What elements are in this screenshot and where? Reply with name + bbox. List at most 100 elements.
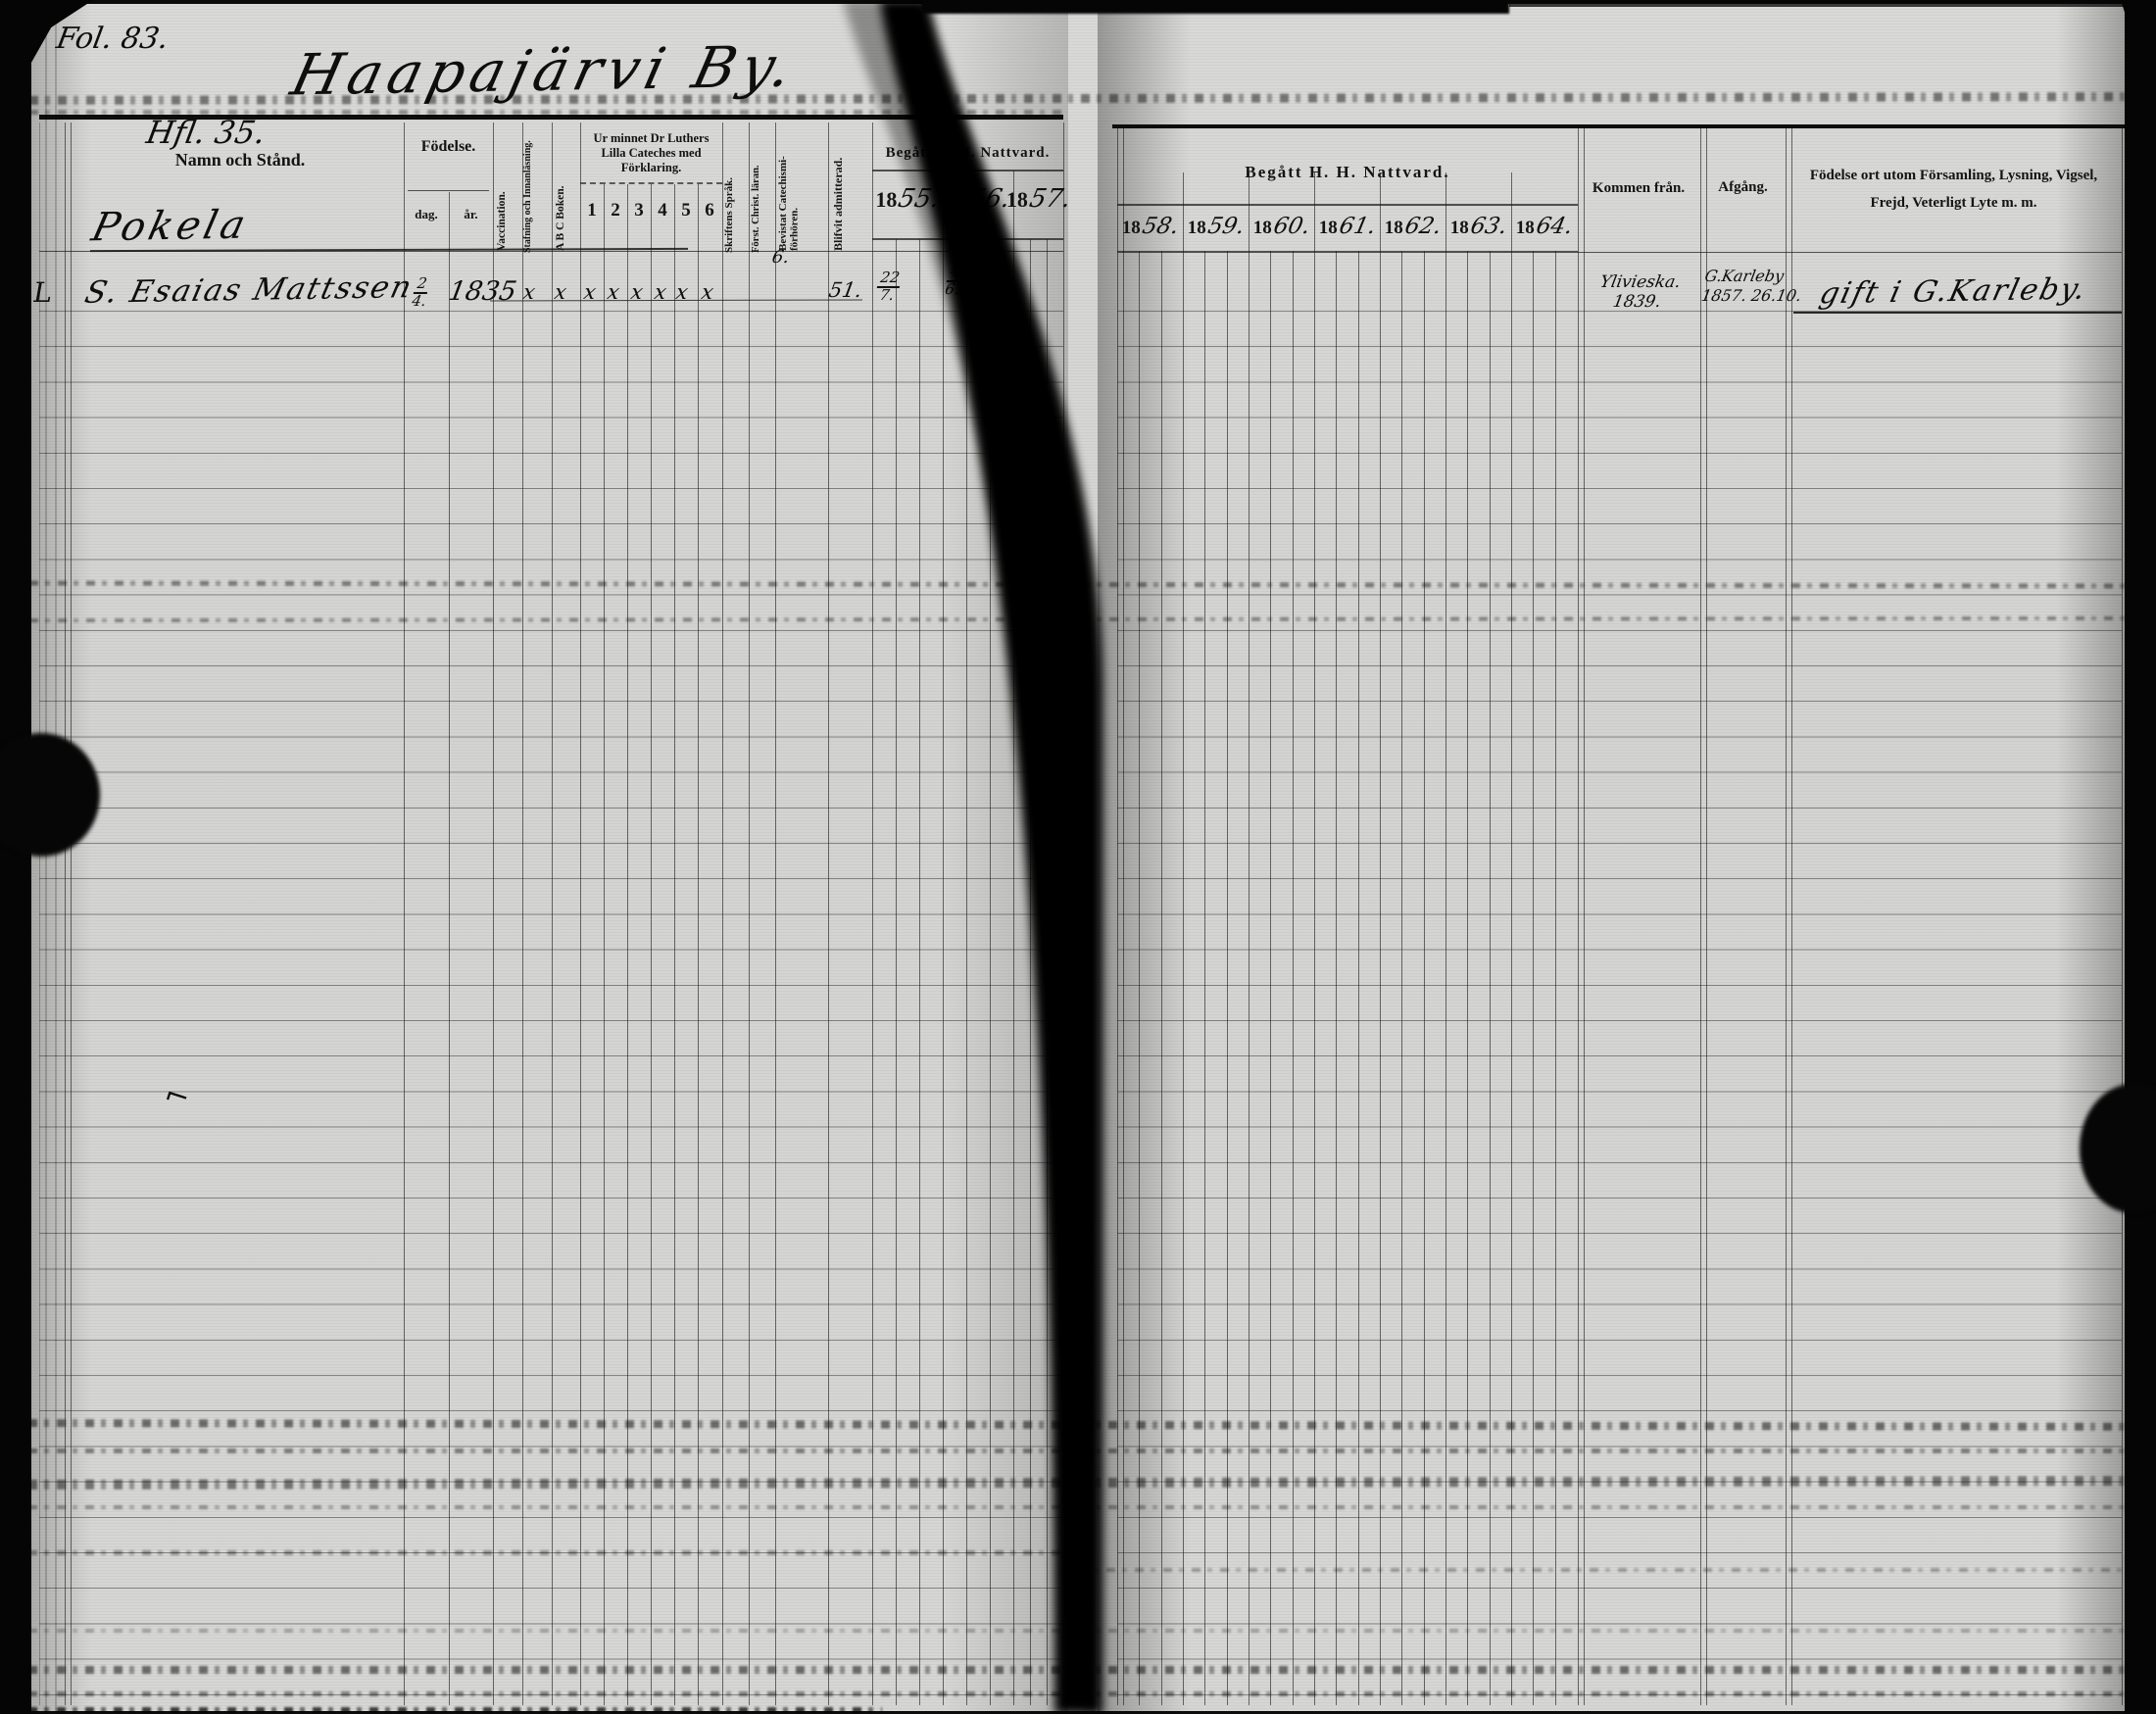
came-from-value: Ylivieska. 1839. <box>1598 272 1683 313</box>
left-page-edge <box>0 0 31 1714</box>
grid-vline <box>627 184 628 1705</box>
grid-vline <box>1161 251 1162 1705</box>
smudge-band <box>0 1629 2156 1633</box>
grid-vline <box>1336 251 1337 1705</box>
grid-vline <box>71 122 72 1705</box>
years-bottom-right <box>1117 251 1578 253</box>
grid-vline <box>1706 127 1707 1705</box>
header-birth-day: dag. <box>415 207 438 221</box>
grid-vline <box>1700 127 1701 1705</box>
grid-vline <box>1139 251 1140 1705</box>
fold-line <box>55 0 57 1714</box>
communion-year-header: 18 58. <box>1121 214 1182 239</box>
header-catechism-meeting: Bevistat Catechismi-förhören. <box>777 156 801 251</box>
top-strip-thin <box>1509 0 2156 7</box>
communion-year-header: 18 57. <box>1005 184 1074 214</box>
catechism-grade: 6 <box>705 200 714 220</box>
header-communion-left: Begått H. H. Nattvard. <box>885 144 1051 161</box>
communion-underline-right <box>1117 204 1578 206</box>
grid-vline <box>1270 251 1271 1705</box>
header-vaccination: Vaccination. <box>496 191 508 251</box>
header-catechism: Ur minnet Dr Luthers Lilla Cateches med … <box>593 130 710 174</box>
grid-vline <box>493 122 494 1705</box>
admitted-value: 51. <box>826 278 864 302</box>
grid-vline <box>1063 122 1064 1705</box>
doctrine-mark: 6. <box>770 247 792 268</box>
header-scripture-language: Skriftens Språk. <box>723 176 735 253</box>
communion-year-header: 18 59. <box>1187 214 1248 239</box>
grid-vline <box>604 184 605 1705</box>
smudge-band <box>0 1691 2156 1696</box>
grid-vline <box>1533 251 1534 1705</box>
catechism-grade: 5 <box>681 200 691 220</box>
grid-vline <box>2122 127 2123 1705</box>
catechism-grade: 1 <box>587 200 597 220</box>
left-clasp <box>0 733 100 857</box>
catechism-grade: 4 <box>658 200 667 220</box>
grid-vline <box>1358 251 1359 1705</box>
notes-underline <box>1793 312 2122 314</box>
header-notes: Födelse ort utom Församling, Lysning, Vi… <box>1809 168 2098 211</box>
grid-vline <box>828 122 829 1705</box>
person-name: S. Esaias Mattssen <box>81 269 417 311</box>
grid-vline <box>1511 172 1512 1705</box>
grid-vline <box>698 184 699 1705</box>
header-name: Namn och Stånd. <box>174 149 306 170</box>
grid-vline <box>449 192 450 1705</box>
smudge-band <box>0 1550 1078 1555</box>
grid-vline <box>39 122 40 1705</box>
communion-year-header: 18 64. <box>1515 214 1576 239</box>
notes-value: gift i G.Karleby. <box>1816 271 2091 312</box>
header-came-from: Kommen från. <box>1592 179 1686 196</box>
grid-vline <box>943 171 944 1705</box>
grid-vline <box>1249 172 1250 1705</box>
grid-vline <box>522 122 523 1705</box>
smudge-band <box>0 1448 2156 1453</box>
communion-year-header: 18 60. <box>1252 214 1313 239</box>
grid-vline <box>1013 171 1014 1705</box>
communion-year-header: 18 56. <box>946 184 1013 214</box>
grid-vline <box>674 184 675 1705</box>
grid-vline <box>1786 127 1787 1705</box>
header-birth-year: år. <box>464 207 478 221</box>
departure-value: G.Karleby 1857. 26.10. <box>1699 267 1803 305</box>
grid-vline <box>1791 127 1792 1705</box>
grid-vline <box>651 184 652 1705</box>
header-birth: Födelse. <box>420 138 476 155</box>
smudge-band <box>0 1707 882 1714</box>
grid-vline <box>1584 127 1585 1705</box>
farm-name: Pokela <box>87 202 254 251</box>
communion-year-header: 18 62. <box>1384 214 1445 239</box>
grid-vline <box>749 122 750 1705</box>
header-communion-right: Begått H. H. Nattvard. <box>1245 163 1450 181</box>
top-strip <box>921 0 1509 14</box>
grid-vline <box>1578 127 1579 1705</box>
years-bottom-left <box>872 238 1063 240</box>
grid-vline <box>1117 127 1118 1705</box>
header-departure: Afgång. <box>1718 178 1768 195</box>
grid-vline <box>1204 251 1205 1705</box>
grid-vline <box>1424 251 1425 1705</box>
catechism-divider <box>580 182 722 184</box>
right-top-rule <box>1112 124 2125 128</box>
smudge-band <box>29 110 1068 115</box>
right-row-lines <box>1117 311 2122 1705</box>
folio-number: Fol. 83. <box>53 22 172 56</box>
header-admitted: Blifvit admitterad. <box>831 157 845 251</box>
grid-vline <box>1401 251 1402 1705</box>
communion-year-header: 18 55. <box>875 184 943 214</box>
grid-vline <box>1555 251 1556 1705</box>
grid-vline <box>1314 172 1315 1705</box>
grid-vline <box>1467 251 1468 1705</box>
grid-vline <box>1227 251 1228 1705</box>
left-header-bottom <box>39 251 1063 252</box>
catechism-grade: 3 <box>634 200 644 220</box>
grid-vline <box>1123 127 1124 1705</box>
birth-year-value: 1835 <box>446 276 519 307</box>
grid-vline <box>1380 172 1381 1705</box>
grid-vline <box>1293 251 1294 1705</box>
communion-underline-left <box>872 170 1063 171</box>
right-header-bottom <box>1578 252 2122 253</box>
grid-vline <box>1183 172 1184 1705</box>
